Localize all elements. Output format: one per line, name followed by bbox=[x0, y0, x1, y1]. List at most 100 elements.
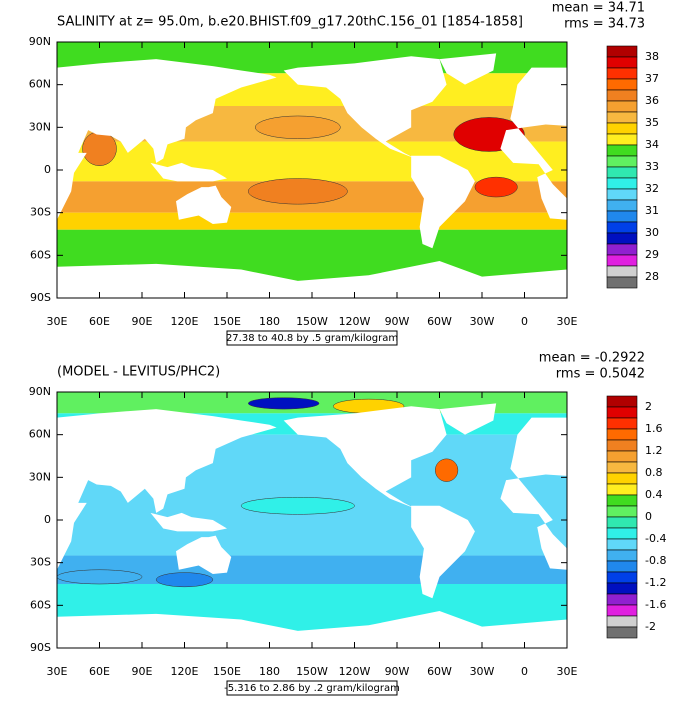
colorbar-label: 1.2 bbox=[645, 444, 663, 457]
lon-label: 150W bbox=[296, 315, 328, 328]
colorbar-box bbox=[606, 243, 638, 256]
colorbar-label: 30 bbox=[645, 226, 659, 239]
lon-label: 120W bbox=[339, 665, 371, 678]
lat-label: 30S bbox=[30, 206, 51, 219]
colorbar-box bbox=[606, 538, 638, 551]
land bbox=[500, 67, 567, 220]
rms-label: rms = 0.5042 bbox=[556, 367, 645, 382]
colorbar-box bbox=[606, 254, 638, 267]
field-patch bbox=[435, 458, 459, 482]
lat-label: 90S bbox=[30, 641, 51, 654]
lat-label: 90N bbox=[29, 35, 51, 48]
colorbar-box bbox=[606, 395, 638, 408]
caption: 27.38 to 40.8 by .5 gram/kilogram bbox=[226, 333, 398, 344]
lon-label: 180 bbox=[259, 315, 280, 328]
lon-label: 30W bbox=[470, 665, 495, 678]
field-patch bbox=[248, 178, 348, 205]
lat-label: 0 bbox=[44, 513, 51, 526]
colorbar-label: -1.2 bbox=[645, 576, 666, 589]
land bbox=[500, 417, 567, 570]
colorbar-box bbox=[606, 461, 638, 474]
lon-label: 150W bbox=[296, 665, 328, 678]
colorbar-box bbox=[606, 210, 638, 223]
field-patch bbox=[155, 572, 214, 588]
lat-label: 60S bbox=[30, 248, 51, 261]
lat-label: 60N bbox=[29, 428, 51, 441]
lon-label: 150E bbox=[213, 665, 241, 678]
colorbar-box bbox=[606, 450, 638, 463]
colorbar-box bbox=[606, 505, 638, 518]
colorbar-label: 0.4 bbox=[645, 488, 663, 501]
colorbar-label: 31 bbox=[645, 204, 659, 217]
colorbar-box bbox=[606, 188, 638, 201]
colorbar-box bbox=[606, 45, 638, 58]
colorbar-label: 35 bbox=[645, 116, 659, 129]
mean-label: mean = 34.71 bbox=[552, 1, 645, 16]
colorbar-box bbox=[606, 571, 638, 584]
lon-label: 0 bbox=[521, 315, 528, 328]
colorbar-box bbox=[606, 428, 638, 441]
colorbar-label: 37 bbox=[645, 72, 659, 85]
land bbox=[439, 53, 497, 85]
colorbar-box bbox=[606, 604, 638, 617]
colorbar-label: 29 bbox=[645, 248, 659, 261]
colorbar-box bbox=[606, 89, 638, 102]
lat-label: 60S bbox=[30, 598, 51, 611]
colorbar-label: 28 bbox=[645, 270, 659, 283]
lon-label: 30E bbox=[557, 665, 578, 678]
colorbar-box bbox=[606, 155, 638, 168]
lon-label: 0 bbox=[521, 665, 528, 678]
land bbox=[411, 505, 475, 599]
colorbar-box bbox=[606, 100, 638, 113]
land bbox=[57, 611, 567, 648]
lon-label: 30W bbox=[470, 315, 495, 328]
lon-label: 120W bbox=[339, 315, 371, 328]
colorbar-box bbox=[606, 494, 638, 507]
colorbar-box bbox=[606, 615, 638, 628]
colorbar-label: 38 bbox=[645, 50, 659, 63]
lon-label: 90W bbox=[385, 315, 410, 328]
lon-label: 30E bbox=[557, 315, 578, 328]
colorbar-box bbox=[606, 560, 638, 573]
colorbar-box bbox=[606, 265, 638, 278]
lon-label: 150E bbox=[213, 315, 241, 328]
map-field bbox=[57, 42, 567, 298]
lon-label: 90E bbox=[132, 315, 153, 328]
colorbar-box bbox=[606, 626, 638, 639]
lon-label: 180 bbox=[259, 665, 280, 678]
land bbox=[176, 185, 232, 225]
colorbar-box bbox=[606, 439, 638, 452]
mean-label: mean = -0.2922 bbox=[539, 351, 645, 366]
colorbar-label: -0.4 bbox=[645, 532, 666, 545]
lat-label: 0 bbox=[44, 163, 51, 176]
colorbar-box bbox=[606, 417, 638, 430]
lat-label: 90N bbox=[29, 385, 51, 398]
colorbar-label: 1.6 bbox=[645, 422, 663, 435]
land bbox=[283, 406, 447, 509]
field-patch bbox=[82, 131, 117, 166]
lat-label: 30N bbox=[29, 470, 51, 483]
colorbar-label: 34 bbox=[645, 138, 659, 151]
field-patch bbox=[57, 569, 143, 585]
lat-label: 30S bbox=[30, 556, 51, 569]
lon-label: 60E bbox=[89, 665, 110, 678]
colorbar-label: 2 bbox=[645, 400, 652, 413]
field-band bbox=[57, 555, 567, 584]
land bbox=[150, 162, 227, 182]
colorbar-box bbox=[606, 177, 638, 190]
colorbar-label: 32 bbox=[645, 182, 659, 195]
field-patch bbox=[255, 115, 341, 139]
panel-title: (MODEL - LEVITUS/PHC2) bbox=[57, 365, 220, 380]
lat-label: 60N bbox=[29, 78, 51, 91]
colorbar-box bbox=[606, 483, 638, 496]
caption-box bbox=[226, 330, 398, 346]
colorbar-label: 33 bbox=[645, 160, 659, 173]
field-band bbox=[57, 212, 567, 230]
lon-label: 120E bbox=[171, 315, 199, 328]
colorbar-box bbox=[606, 144, 638, 157]
colorbar-box bbox=[606, 276, 638, 289]
field-patch bbox=[240, 496, 355, 515]
colorbar-box bbox=[606, 111, 638, 124]
colorbar-box bbox=[606, 122, 638, 135]
